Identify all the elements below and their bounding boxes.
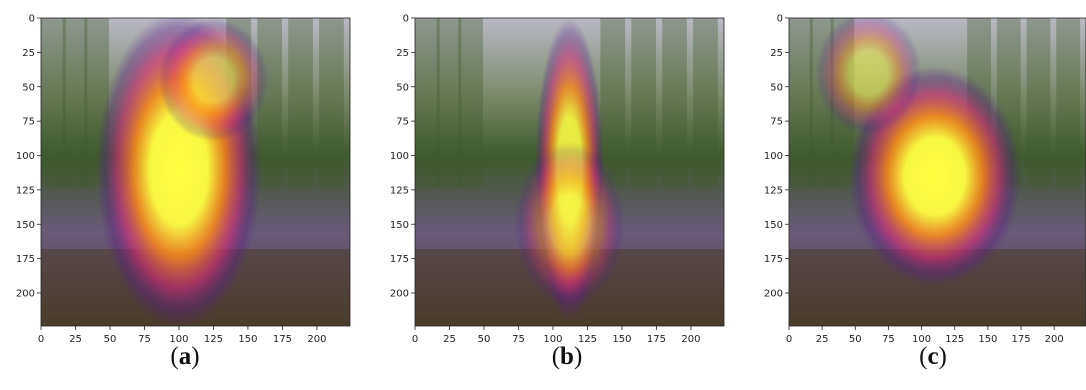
tree-row-shape [631, 18, 656, 187]
tree-row-shape [1056, 18, 1080, 187]
y-tick-label: 150 [16, 220, 35, 231]
y-tick-label: 50 [770, 82, 783, 93]
x-tick-label: 25 [816, 334, 829, 345]
y-tick-label: 150 [764, 220, 783, 231]
heatmap-image [415, 18, 724, 326]
caption-b-letter: b [560, 343, 574, 370]
x-tick-label: 200 [307, 334, 326, 345]
y-tick-label: 125 [764, 185, 783, 196]
y-tick-label: 175 [764, 254, 783, 265]
heatmap-image [41, 11, 350, 327]
y-tick-label: 150 [390, 220, 409, 231]
x-tick-label: 25 [443, 334, 456, 345]
tree-row-shape [319, 18, 344, 187]
y-tick-label: 200 [764, 289, 783, 300]
y-tick-label: 175 [390, 254, 409, 265]
x-tick-label: 25 [69, 334, 82, 345]
caption-c: (c) [858, 343, 1008, 371]
tree-row-shape [693, 18, 718, 187]
y-tick-label: 50 [22, 82, 35, 93]
heatmap-image [789, 11, 1086, 326]
x-tick-label: 50 [478, 334, 491, 345]
tree-row-shape [437, 18, 462, 187]
x-tick-label: 0 [38, 334, 44, 345]
heat-hotspot [158, 18, 268, 142]
tree-row-shape [288, 18, 313, 187]
y-tick-label: 50 [396, 82, 409, 93]
tree-row-shape [789, 18, 813, 187]
y-tick-label: 125 [16, 185, 35, 196]
tree-row-shape [41, 18, 66, 187]
x-tick-label: 175 [1011, 334, 1030, 345]
x-tick-label: 175 [273, 334, 292, 345]
tree-row-shape [415, 18, 440, 187]
x-tick-label: 200 [681, 334, 700, 345]
tree-row-shape [458, 18, 483, 187]
y-tick-label: 75 [22, 117, 35, 128]
caption-b: (b) [492, 343, 642, 371]
y-tick-label: 0 [403, 14, 409, 25]
tree-row-shape [662, 18, 687, 187]
y-tick-label: 75 [396, 117, 409, 128]
y-tick-label: 200 [390, 289, 409, 300]
y-tick-label: 75 [770, 117, 783, 128]
y-tick-label: 100 [16, 151, 35, 162]
y-tick-label: 0 [777, 14, 783, 25]
tree-row-shape [63, 18, 88, 187]
y-tick-label: 25 [396, 48, 409, 59]
y-tick-label: 100 [764, 151, 783, 162]
y-tick-label: 125 [390, 185, 409, 196]
y-tick-label: 100 [390, 151, 409, 162]
caption-c-letter: c [927, 343, 938, 370]
y-tick-label: 25 [22, 48, 35, 59]
y-tick-label: 0 [29, 14, 35, 25]
x-tick-label: 175 [647, 334, 666, 345]
x-tick-label: 200 [1045, 334, 1064, 345]
caption-a: (a) [110, 343, 260, 371]
y-tick-label: 175 [16, 254, 35, 265]
y-tick-label: 200 [16, 289, 35, 300]
x-tick-label: 0 [786, 334, 792, 345]
y-tick-label: 25 [770, 48, 783, 59]
tree-row-shape [1027, 18, 1051, 187]
heat-hotspot [514, 142, 624, 307]
caption-a-letter: a [179, 343, 192, 370]
x-tick-label: 0 [412, 334, 418, 345]
heat-hotspot [816, 11, 922, 135]
